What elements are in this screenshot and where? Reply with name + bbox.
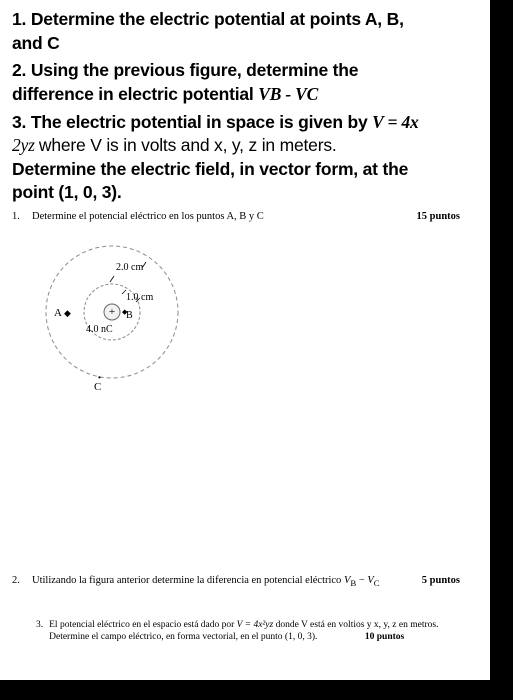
label-c: C <box>94 381 101 393</box>
dot-b: ◆ <box>122 309 128 316</box>
label-2cm: 2.0 cm <box>116 262 143 273</box>
q3-formula-2: 2yz <box>12 135 39 155</box>
sub3-text: El potencial eléctrico en el espacio est… <box>49 620 478 644</box>
spanish-q1: 1. Determine el potencial eléctrico en l… <box>12 211 478 222</box>
q2-line1: 2. Using the previous figure, determine … <box>12 60 358 80</box>
q1-line1: 1. Determine the electric potential at p… <box>12 9 404 29</box>
q3-line1a: 3. The electric potential in space is gi… <box>12 112 372 132</box>
spanish-q2: 2. Utilizando la figura anterior determi… <box>12 575 478 588</box>
sub2-vcs: C <box>374 578 380 588</box>
sub2-num: 2. <box>12 575 26 586</box>
sub3-puntos: 10 puntos <box>365 632 424 642</box>
q2-formula: VB - VC <box>258 84 318 104</box>
dot-a: ◆ <box>64 308 71 318</box>
dot-c: • <box>98 373 101 382</box>
sub1-text: Determine el potencial eléctrico en los … <box>32 211 264 222</box>
sub2-text: Utilizando la figura anterior determine … <box>32 575 380 588</box>
spanish-q3: 3. El potencial eléctrico en el espacio … <box>12 620 478 644</box>
q3-line3: Determine the electric field, in vector … <box>12 159 408 179</box>
sub1-num: 1. <box>12 211 26 222</box>
question-1: 1. Determine the electric potential at p… <box>12 8 478 55</box>
sub2-ta: Utilizando la figura anterior determine … <box>32 575 344 586</box>
sub3-1a: El potencial eléctrico en el espacio est… <box>49 620 237 630</box>
sub3-num: 3. <box>36 620 43 644</box>
q3-line2b: where V is in volts and x, y, z in meter… <box>39 135 337 155</box>
spanish-q2-row: 2. Utilizando la figura anterior determi… <box>12 575 478 588</box>
label-a: A <box>54 307 62 319</box>
label-charge: 4.0 nC <box>86 324 113 335</box>
plus-icon: + <box>109 306 115 318</box>
sub2-puntos: 5 puntos <box>422 575 478 586</box>
q3-line4: point (1, 0, 3). <box>12 182 122 202</box>
diagram-container: + 2.0 cm 1.0 cm A ◆ B ◆ C • 4.0 nC <box>12 232 478 412</box>
sub3-2: Determine el campo eléctrico, en forma v… <box>49 632 317 642</box>
sub3-1b: V = 4x²yz <box>237 620 276 630</box>
q1-line2: and C <box>12 33 60 53</box>
charge-diagram: + 2.0 cm 1.0 cm A ◆ B ◆ C • 4.0 nC <box>12 232 242 407</box>
tick-20-a <box>110 276 114 282</box>
question-2: 2. Using the previous figure, determine … <box>12 59 478 106</box>
question-3: 3. The electric potential in space is gi… <box>12 111 478 206</box>
spanish-q3-row: 3. El potencial eléctrico en el espacio … <box>12 620 478 644</box>
sub2-minus: − <box>356 575 367 586</box>
q3-formula-1: V = 4x <box>372 112 418 132</box>
spanish-q1-row: 1. Determine el potencial eléctrico en l… <box>12 211 478 222</box>
label-1cm: 1.0 cm <box>126 292 153 303</box>
sub3-1c: donde V está en voltios y x, y, z en met… <box>276 620 439 630</box>
page-container: 1. Determine the electric potential at p… <box>0 0 490 680</box>
sub1-puntos: 15 puntos <box>417 211 478 222</box>
q2-line2a: difference in electric potential <box>12 84 258 104</box>
